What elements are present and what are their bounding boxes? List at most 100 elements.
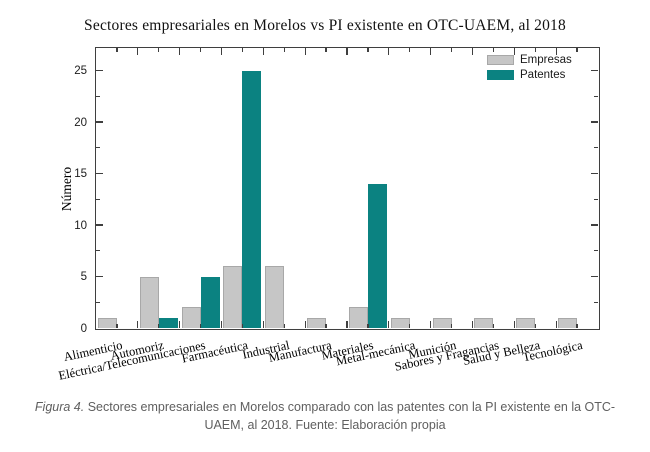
axis-tick (283, 324, 285, 328)
legend-label: Empresas (520, 54, 572, 66)
bar-empresas-3 (223, 266, 243, 328)
axis-tick (199, 324, 202, 328)
axis-tick (409, 48, 411, 52)
axis-tick (96, 172, 103, 175)
axis-tick (96, 250, 100, 252)
axis-tick (304, 321, 306, 328)
axis-tick (388, 48, 390, 55)
axis-tick (325, 324, 327, 328)
bar-empresas-4 (265, 266, 285, 328)
bar-patentes-2 (200, 276, 220, 328)
axis-tick (116, 48, 118, 52)
y-tick-label: 25 (74, 65, 87, 78)
bar-empresas-11 (558, 317, 578, 328)
axis-tick (591, 224, 598, 226)
legend-label: Patentes (520, 69, 566, 81)
bar-patentes-3 (242, 70, 262, 328)
axis-tick (158, 48, 160, 52)
axis-tick (96, 147, 100, 149)
axis-tick (220, 48, 223, 55)
axis-tick (96, 121, 103, 123)
axis-tick (594, 250, 598, 252)
axis-tick (179, 321, 181, 328)
axis-tick (591, 275, 598, 278)
axis-tick (137, 321, 139, 328)
axis-tick (594, 147, 598, 149)
axis-tick (346, 321, 348, 328)
bar-empresas-9 (474, 317, 494, 328)
axis-tick (492, 48, 494, 52)
axis-tick (450, 324, 453, 328)
axis-tick (513, 48, 515, 55)
axis-tick (158, 324, 160, 328)
axis-tick (430, 321, 432, 328)
bar-empresas-6 (348, 307, 368, 328)
axis-tick (96, 198, 100, 200)
axis-tick (199, 48, 202, 52)
bar-empresas-1 (139, 276, 159, 328)
axis-tick (137, 48, 139, 55)
axis-tick (594, 198, 598, 200)
bar-empresas-2 (181, 307, 201, 328)
axis-tick (492, 324, 494, 328)
plot-box (95, 47, 600, 330)
axis-tick (450, 48, 453, 52)
legend-item-patentes: Patentes (487, 69, 572, 81)
axis-tick (591, 121, 598, 123)
legend-swatch-icon (487, 55, 514, 65)
axis-tick (346, 48, 348, 55)
caption-figure-label: Figura 4. (34, 400, 85, 414)
axis-tick (534, 324, 536, 328)
axis-tick (304, 48, 306, 55)
legend: Empresas Patentes (487, 54, 572, 84)
axis-tick (96, 69, 103, 72)
axis-tick (471, 321, 474, 328)
axis-tick (283, 48, 285, 52)
axis-tick (388, 321, 390, 328)
axis-tick (430, 48, 432, 55)
axis-tick (555, 321, 557, 328)
bar-empresas-0 (97, 317, 117, 328)
bar-patentes-6 (367, 183, 387, 328)
axis-tick (220, 321, 223, 328)
y-tick-label: 15 (74, 168, 87, 181)
bar-empresas-10 (516, 317, 536, 328)
axis-tick (96, 224, 103, 226)
axis-tick (367, 48, 369, 52)
axis-tick (96, 275, 103, 278)
axis-tick (367, 324, 369, 328)
axis-tick (555, 48, 557, 55)
chart-title: Sectores empresariales en Morelos vs PI … (84, 17, 566, 34)
axis-tick (591, 69, 598, 72)
legend-swatch-icon (487, 70, 514, 80)
legend-item-empresas: Empresas (487, 54, 572, 66)
axis-tick (576, 48, 578, 52)
axis-tick (576, 324, 578, 328)
axis-tick (409, 324, 411, 328)
bar-empresas-7 (390, 317, 410, 328)
caption-line1: Sectores empresariales en Morelos compar… (84, 400, 616, 414)
axis-tick (513, 321, 515, 328)
axis-tick (594, 301, 598, 303)
caption-line2: UAEM, al 2018. Fuente: Elaboración propi… (204, 417, 446, 432)
axis-tick (96, 95, 100, 97)
bar-empresas-5 (307, 317, 327, 328)
y-tick-label: 20 (74, 116, 87, 129)
axis-tick (594, 95, 598, 97)
bar-patentes-1 (158, 317, 178, 328)
axis-tick (262, 48, 264, 55)
figure-caption: Figura 4. Sectores empresariales en More… (15, 399, 635, 434)
axis-tick (325, 48, 327, 52)
bar-empresas-8 (432, 317, 452, 328)
axis-tick (241, 324, 243, 328)
axis-tick (262, 321, 264, 328)
axis-tick (96, 301, 100, 303)
y-tick-label: 5 (80, 271, 87, 284)
y-tick-label: 0 (80, 322, 87, 335)
axis-tick (471, 48, 474, 55)
axis-tick (591, 172, 598, 175)
axis-tick (116, 324, 118, 328)
axis-tick (241, 48, 243, 52)
y-tick-label: 10 (74, 219, 87, 232)
